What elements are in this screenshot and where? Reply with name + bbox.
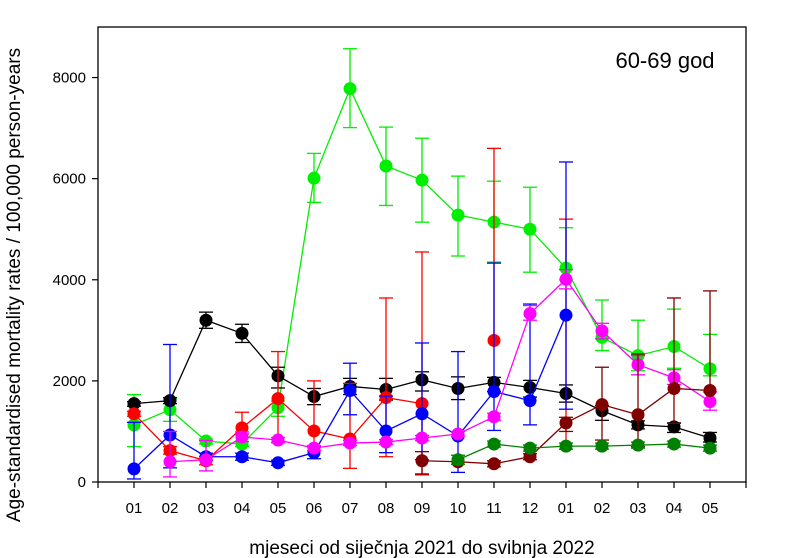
data-point [235, 421, 249, 435]
data-point [703, 395, 717, 409]
data-point [523, 441, 537, 455]
x-tick-label: 05 [702, 500, 719, 517]
data-point [127, 397, 141, 411]
data-point [487, 437, 501, 451]
x-tick-label: 01 [558, 500, 575, 517]
data-point [559, 439, 573, 453]
data-point [667, 381, 681, 395]
data-point [559, 416, 573, 430]
y-tick-label: 4000 [53, 272, 86, 289]
data-point [235, 450, 249, 464]
x-tick-label: 03 [198, 500, 215, 517]
data-point [271, 456, 285, 470]
data-point [379, 159, 393, 173]
x-tick-label: 06 [306, 500, 323, 517]
data-point [595, 398, 609, 412]
plot-area [127, 48, 717, 480]
x-tick-label: 02 [594, 500, 611, 517]
series-dark-green [451, 437, 717, 467]
data-point [343, 82, 357, 96]
data-point [667, 437, 681, 451]
x-tick-label: 04 [234, 500, 251, 517]
data-point [271, 392, 285, 406]
data-point [631, 408, 645, 422]
data-point [415, 431, 429, 445]
x-tick-label: 04 [666, 500, 683, 517]
data-point [235, 326, 249, 340]
series-red [127, 147, 573, 476]
data-point [487, 385, 501, 399]
y-tick-label: 6000 [53, 171, 86, 188]
x-tick-label: 11 [486, 500, 502, 517]
x-tick-label: 01 [126, 500, 143, 517]
y-axis-title: Age-standardised mortality rates / 100,0… [4, 48, 25, 522]
x-axis: 01 02 03 04 05 06 07 08 09 10 11 12 01 02 03 04 05 [97, 482, 747, 517]
y-axis: 0 2000 4000 6000 8000 [53, 70, 98, 491]
data-point [703, 431, 717, 445]
x-tick-label: 07 [342, 500, 359, 517]
data-point [343, 383, 357, 397]
data-point [523, 307, 537, 321]
data-point [199, 313, 213, 327]
data-point [595, 439, 609, 453]
data-point [127, 462, 141, 476]
x-tick-label: 02 [162, 500, 179, 517]
data-point [523, 222, 537, 236]
data-point [343, 436, 357, 450]
data-point [415, 173, 429, 187]
data-point [703, 383, 717, 397]
data-point [703, 441, 717, 455]
data-point [307, 171, 321, 185]
data-point [559, 272, 573, 286]
data-point [595, 324, 609, 338]
data-point [451, 427, 465, 441]
data-point [163, 455, 177, 469]
data-point [487, 410, 501, 424]
data-point [631, 438, 645, 452]
data-point [487, 457, 501, 471]
x-tick-label: 03 [630, 500, 647, 517]
data-point [271, 433, 285, 447]
data-point [523, 394, 537, 408]
data-point [199, 453, 213, 467]
data-point [415, 454, 429, 468]
x-tick-label: 08 [378, 500, 395, 517]
series-line [169, 278, 711, 463]
y-tick-label: 8000 [53, 70, 86, 87]
data-point [451, 453, 465, 467]
data-point [379, 424, 393, 438]
x-tick-label: 10 [450, 500, 467, 517]
data-point [307, 424, 321, 438]
x-tick-label: 05 [270, 500, 287, 517]
data-point [379, 435, 393, 449]
y-tick-label: 0 [78, 474, 86, 491]
data-point [415, 407, 429, 421]
data-point [235, 430, 249, 444]
data-point [127, 407, 141, 421]
data-point [451, 208, 465, 222]
y-tick-label: 2000 [53, 373, 86, 390]
panel-annotation: 60-69 god [615, 48, 714, 73]
x-tick-label: 09 [414, 500, 431, 517]
x-axis-title: mjeseci od siječnja 2021 do svibnja 2022 [249, 538, 594, 558]
data-point [307, 441, 321, 455]
x-tick-label: 12 [522, 500, 539, 517]
data-point [559, 308, 573, 322]
